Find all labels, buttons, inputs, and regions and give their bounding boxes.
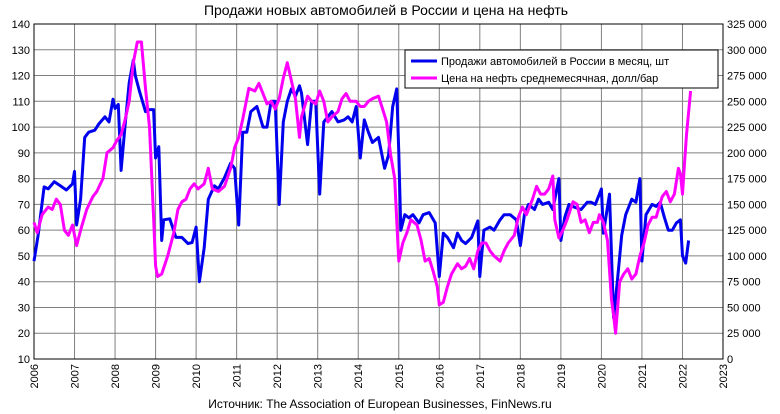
y-right-tick-label: 275 000	[727, 71, 767, 83]
y-right-tick-label: 175 000	[727, 174, 767, 186]
x-tick-label: 2008	[110, 364, 122, 388]
y-right-tick-label: 225 000	[727, 122, 767, 134]
x-tick-label: 2023	[718, 364, 730, 388]
y-right-tick-label: 50 000	[727, 302, 761, 314]
series-lines	[32, 40, 693, 335]
x-tick-label: 2007	[70, 364, 82, 388]
y-right-tick-label: 25 000	[727, 328, 761, 340]
x-tick-label: 2017	[475, 364, 487, 388]
y-left-tick-label: 70	[18, 199, 30, 211]
y-left-tick-label: 140	[12, 19, 30, 31]
y-right-tick-label: 75 000	[727, 277, 761, 289]
x-tick-label: 2022	[677, 364, 689, 388]
legend: Продажи автомобилей в России в месяц, шт…	[404, 49, 719, 89]
y-right-tick-label: 300 000	[727, 45, 767, 57]
y-left-tick-label: 50	[18, 251, 30, 263]
y-left-tick-label: 90	[18, 148, 30, 160]
y-left-tick-label: 130	[12, 45, 30, 57]
y-left-tick-label: 30	[18, 302, 30, 314]
x-tick-label: 2019	[556, 364, 568, 388]
x-tick-label: 2009	[151, 364, 163, 388]
y-left-tick-label: 10	[18, 354, 30, 366]
x-tick-label: 2016	[434, 364, 446, 388]
legend-box	[404, 49, 719, 89]
y-left-tick-label: 110	[12, 96, 30, 108]
y-left-tick-label: 40	[18, 277, 30, 289]
x-tick-label: 2018	[515, 364, 527, 388]
y-left-tick-label: 20	[18, 328, 30, 340]
y-right-tick-label: 325 000	[727, 19, 767, 31]
y-right-tick-label: 100 000	[727, 251, 767, 263]
y-right-tick-label: 150 000	[727, 199, 767, 211]
x-tick-label: 2012	[272, 364, 284, 388]
y-left-tick-label: 60	[18, 225, 30, 237]
x-tick-label: 2010	[191, 364, 203, 388]
chart-title: Продажи новых автомобилей в России и цен…	[204, 2, 568, 18]
y-left-tick-label: 80	[18, 174, 30, 186]
series-line-car-sales	[32, 58, 691, 320]
y-right-tick-label: 200 000	[727, 148, 767, 160]
plot-area-frame	[33, 23, 724, 360]
y-left-tick-label: 100	[12, 122, 30, 134]
x-tick-label: 2020	[596, 364, 608, 388]
x-tick-label: 2006	[29, 364, 41, 388]
source-note: Источник: The Association of European Bu…	[208, 397, 551, 411]
legend-label-oil: Цена на нефть среднемесячная, долл/бар	[441, 73, 658, 85]
y-right-tick-label: 250 000	[727, 96, 767, 108]
y-left-tick-label: 120	[12, 71, 30, 83]
y-right-tick-label: 125 000	[727, 225, 767, 237]
x-tick-label: 2021	[637, 364, 649, 388]
x-tick-label: 2015	[394, 364, 406, 388]
x-tick-label: 2011	[232, 364, 244, 388]
x-tick-label: 2013	[313, 364, 325, 388]
x-tick-label: 2014	[353, 364, 365, 388]
legend-label-sales: Продажи автомобилей в России в месяц, шт	[441, 56, 669, 68]
y-right-tick-label: 0	[727, 354, 733, 366]
series-line-oil-price	[32, 40, 693, 335]
